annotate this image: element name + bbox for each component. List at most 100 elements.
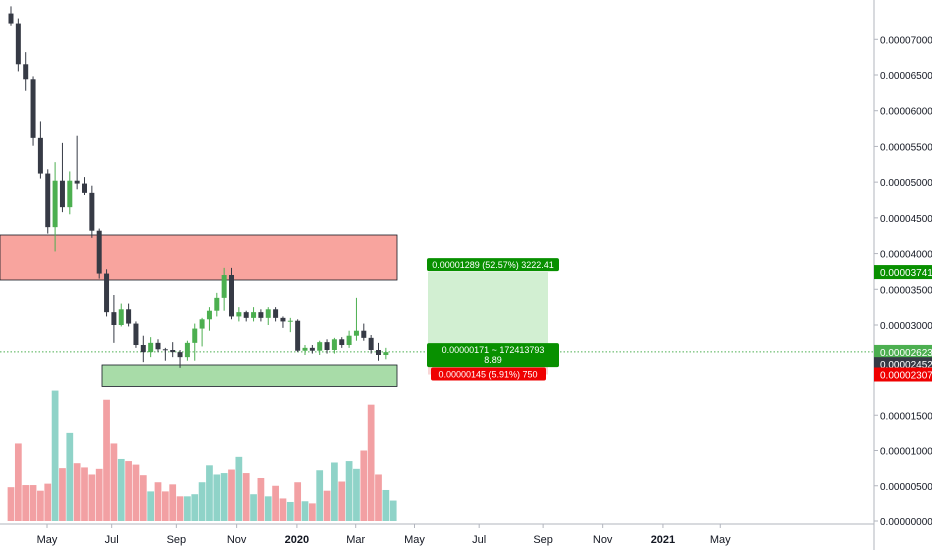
candle	[170, 342, 176, 358]
time-tick-label: Sep	[167, 534, 187, 546]
candle	[89, 185, 95, 238]
price-tick-label: 0.00005500	[880, 142, 932, 153]
candle-body	[177, 352, 183, 358]
volume-bar	[235, 456, 243, 521]
volume-bar	[375, 474, 382, 521]
candle	[273, 307, 279, 322]
volume-bar	[66, 432, 74, 521]
candle-body	[133, 323, 139, 345]
volume-bar	[367, 404, 375, 521]
volume-bar	[139, 475, 147, 521]
stop-label-text: 0.00000145 (5.91%) 750	[438, 370, 537, 380]
candle	[353, 297, 359, 341]
volume-bar	[242, 473, 250, 521]
long-position-tool[interactable]: 0.00001289 (52.57%) 3222.41 0.00000171 ~ …	[427, 258, 559, 381]
candle	[295, 319, 301, 353]
price-tick-label: 0.00004500	[880, 214, 932, 225]
candle	[23, 52, 29, 91]
volume-bar	[382, 489, 390, 521]
volume-bar	[228, 469, 235, 521]
candle-body	[243, 312, 249, 318]
candle-body	[74, 180, 80, 184]
candle-body	[162, 349, 168, 351]
volume-bar	[88, 474, 96, 521]
candle	[15, 18, 21, 72]
time-tick-label: Jul	[105, 534, 119, 546]
volume-bar	[14, 443, 22, 521]
risk-reward-line2: 8.89	[484, 355, 502, 365]
zones[interactable]	[0, 234, 874, 387]
volume-bar	[191, 494, 199, 521]
volume-bar	[345, 461, 353, 521]
target-price-tag: 0.00003741	[874, 265, 932, 280]
volume-bar	[272, 485, 279, 521]
candle	[280, 316, 286, 328]
candle-body	[118, 309, 124, 325]
candle-body	[59, 180, 65, 208]
volume-bar	[323, 490, 331, 521]
time-tick-label: Nov	[227, 534, 247, 546]
candle	[251, 307, 257, 322]
volume-bar	[353, 468, 360, 521]
volume-bar	[206, 465, 213, 521]
target-label-box	[427, 258, 559, 272]
candle	[192, 323, 198, 361]
candle	[376, 342, 381, 361]
stop-price-tag-text: 0.00002307	[880, 371, 932, 382]
price-tick-label: 0.00006000	[880, 107, 932, 118]
current-price-tag-box	[874, 344, 932, 359]
candle-body	[206, 310, 212, 320]
candle-body	[126, 309, 132, 324]
volume-bar	[338, 481, 346, 521]
candle-body	[361, 330, 367, 338]
time-tick-label: May	[710, 534, 731, 546]
candle-body	[67, 180, 73, 208]
candle	[111, 295, 117, 343]
volume-bar	[7, 487, 15, 521]
price-tick-label: 0.00005000	[880, 178, 932, 189]
candle-body	[251, 312, 257, 318]
target-price-tag-text: 0.00003741	[880, 268, 932, 279]
candle-body	[368, 337, 374, 350]
volume-bar	[250, 494, 257, 521]
price-tick-label: 0.00003500	[880, 285, 932, 296]
candle-body	[236, 312, 242, 317]
resistance-zone[interactable]	[0, 234, 398, 281]
candle-body	[30, 79, 36, 138]
candle-body	[280, 317, 286, 322]
candle-body	[339, 339, 345, 345]
candle-body	[104, 273, 110, 313]
candle-body	[45, 173, 51, 228]
volume-bar	[22, 485, 30, 521]
candles	[8, 6, 389, 368]
volume-bar	[308, 503, 316, 521]
candle-body	[111, 312, 117, 325]
support-zone[interactable]	[101, 364, 398, 387]
volume-bar	[95, 468, 103, 521]
price-tick-label: 0.00006500	[880, 71, 932, 82]
volume-bar	[154, 482, 162, 521]
candle-body	[8, 13, 14, 24]
candle-body	[383, 352, 389, 355]
volume-bar	[103, 399, 110, 521]
candle-body	[82, 183, 87, 193]
price-axis[interactable]: 0.00007000 0.00006500 0.00006000 0.00005500…	[873, 0, 932, 550]
candle-body	[376, 350, 381, 355]
candle	[104, 269, 110, 317]
stop-price-tag: 0.00002307	[874, 367, 932, 382]
target-label-text: 0.00001289 (52.57%) 3222.41	[432, 260, 554, 270]
candle-body	[214, 297, 220, 311]
candle-body	[273, 309, 279, 318]
candle-body	[96, 230, 102, 274]
candle-body	[23, 64, 29, 80]
volume-tick-label: 0.00000500	[880, 482, 932, 493]
candle-body	[155, 342, 161, 350]
time-axis[interactable]: May Jul Sep Nov 2020 Mar May Jul Sep Nov 2021 May	[0, 523, 874, 546]
time-tick-label: Mar	[346, 534, 365, 546]
candle	[199, 317, 205, 347]
candle-body	[37, 137, 43, 174]
